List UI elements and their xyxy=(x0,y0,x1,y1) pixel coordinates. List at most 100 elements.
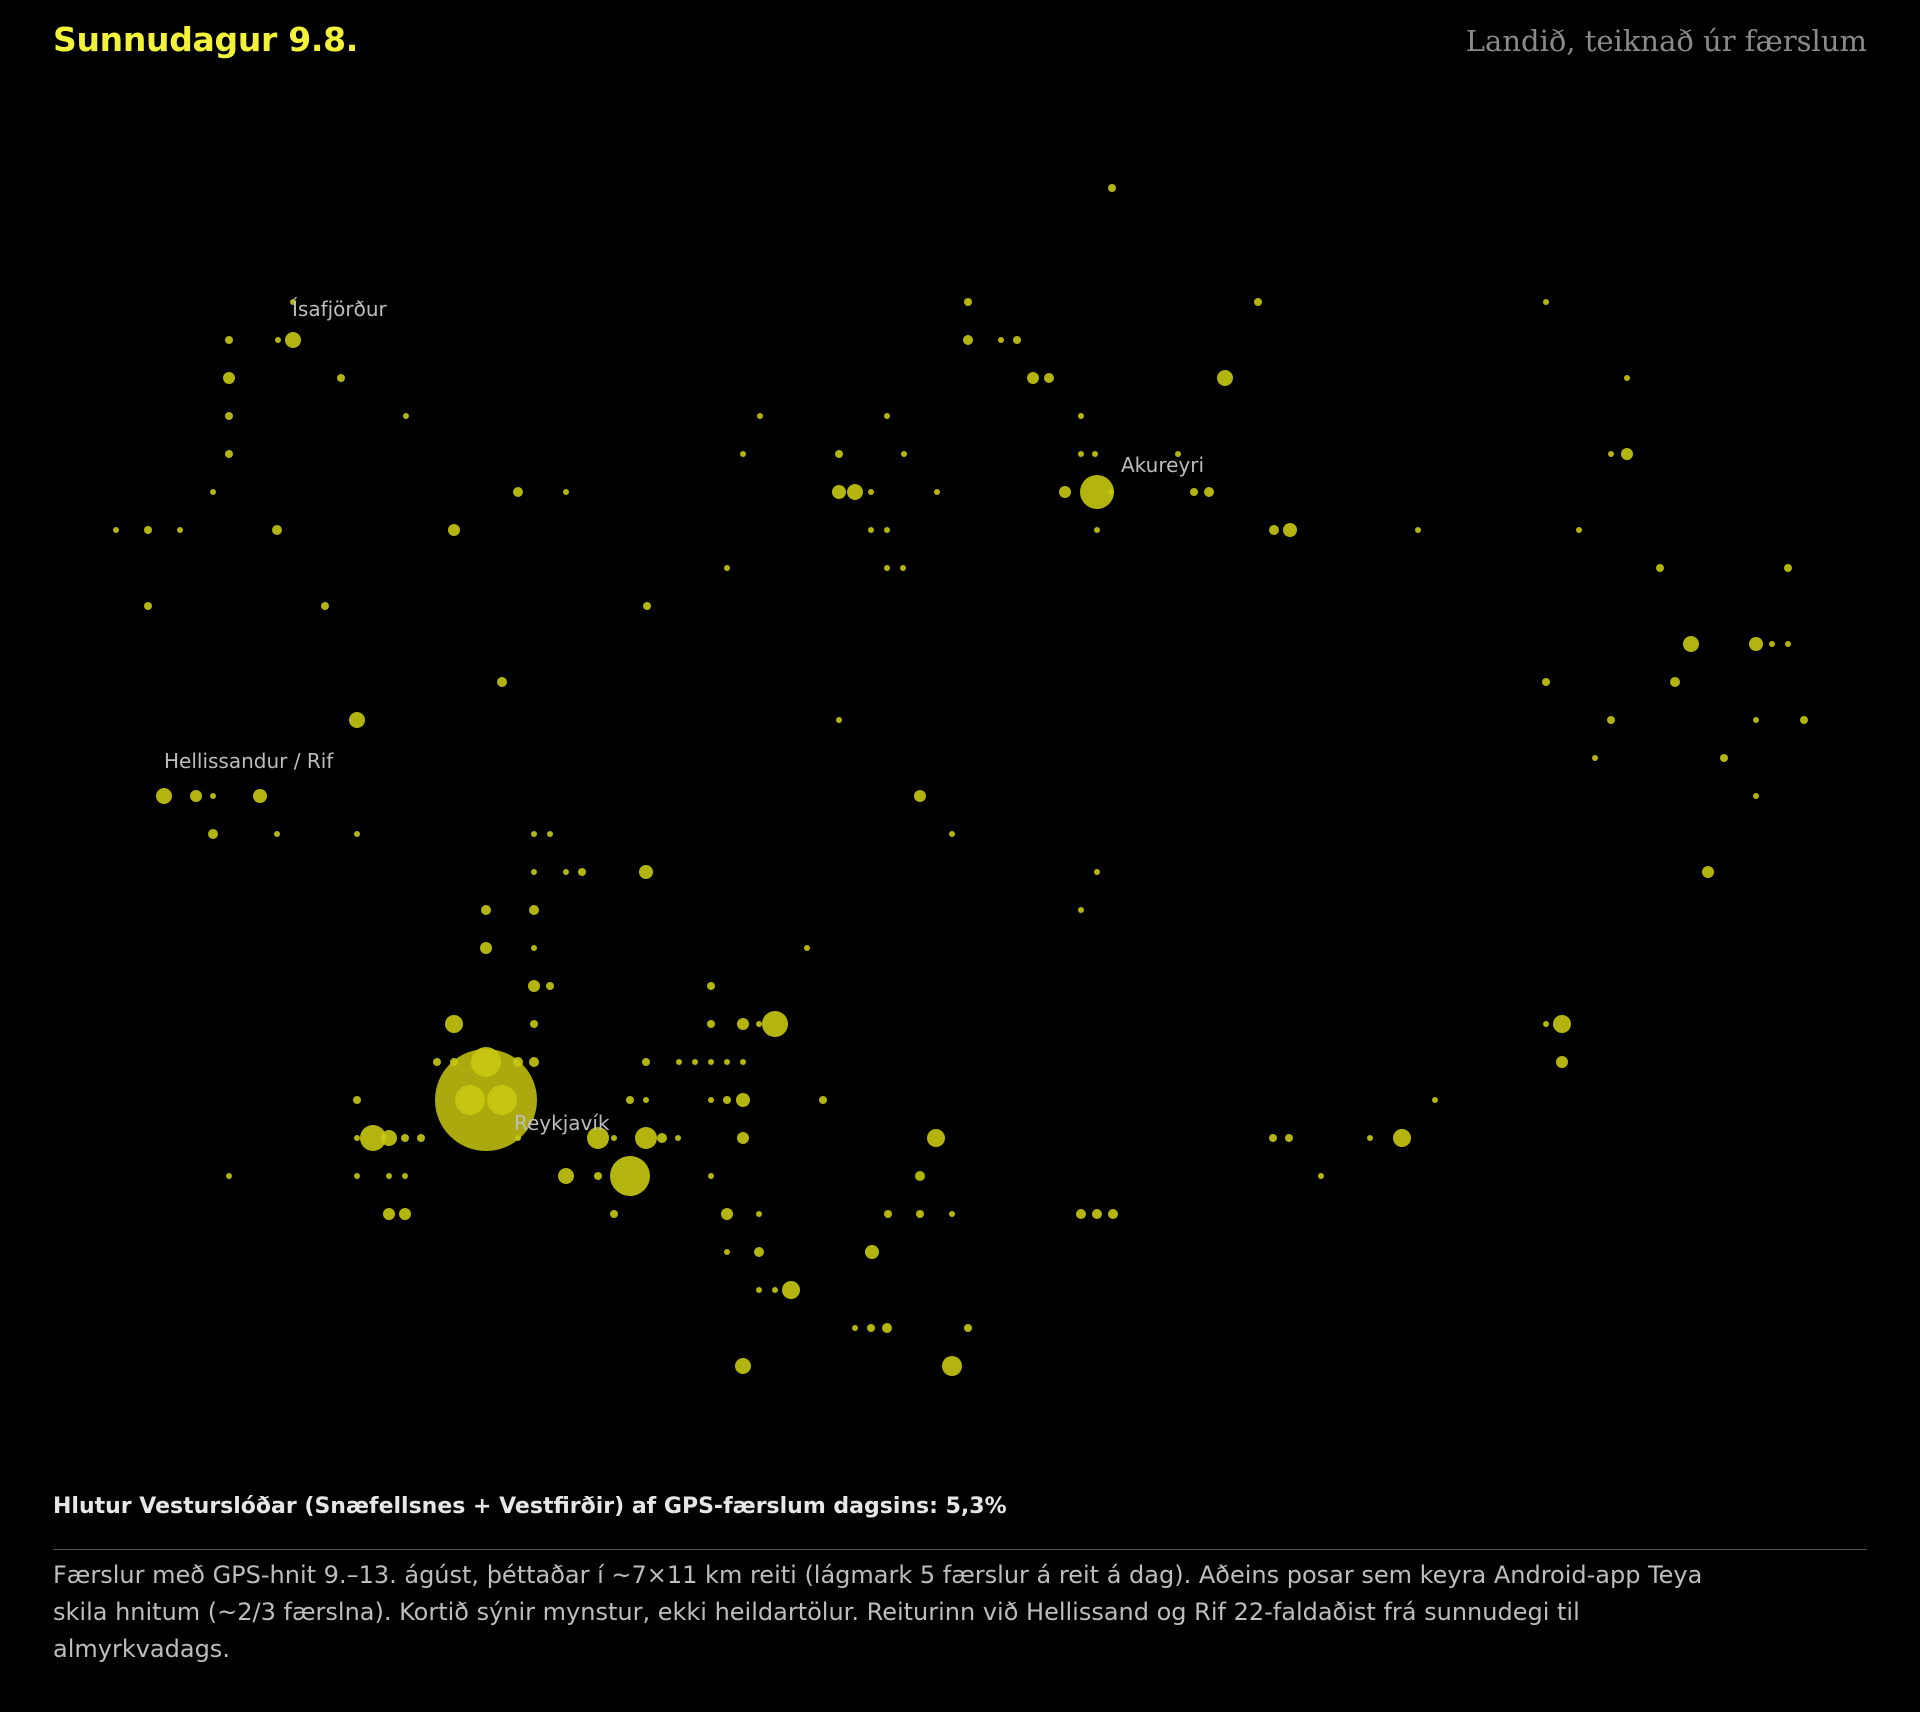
transaction-cell-dot xyxy=(934,489,940,495)
transaction-cell-dot xyxy=(1283,523,1297,537)
transaction-cell-dot xyxy=(1013,336,1021,344)
transaction-cell-dot xyxy=(1800,716,1808,724)
transaction-cell-dot xyxy=(1543,299,1549,305)
transaction-cell-dot xyxy=(1254,298,1262,306)
transaction-density-map: Ísafjörður Akureyri Hellissandur / Rif R… xyxy=(113,184,1808,1376)
transaction-cell-dot xyxy=(884,565,890,571)
transaction-cell-dot xyxy=(563,489,569,495)
transaction-cell-dot xyxy=(1785,641,1791,647)
transaction-cell-dot xyxy=(675,1135,681,1141)
transaction-cell-dot xyxy=(1190,488,1198,496)
transaction-cell-dot xyxy=(529,905,539,915)
transaction-cell-dot xyxy=(274,831,280,837)
transaction-cell-dot xyxy=(865,1245,879,1259)
transaction-cell-dot xyxy=(868,527,874,533)
transaction-cell-dot xyxy=(1769,641,1775,647)
transaction-cell-dot xyxy=(916,1210,924,1218)
transaction-cell-dot xyxy=(610,1156,650,1196)
transaction-cell-dot xyxy=(884,1210,892,1218)
transaction-cell-dot xyxy=(515,1135,521,1141)
transaction-cell-dot xyxy=(772,1287,778,1293)
transaction-cell-dot xyxy=(1367,1135,1373,1141)
transaction-cell-dot xyxy=(448,524,460,536)
transaction-cell-dot xyxy=(708,1173,714,1179)
map-label-akureyri: Akureyri xyxy=(1121,453,1204,477)
transaction-cell-dot xyxy=(692,1059,698,1065)
transaction-cell-dot xyxy=(867,1324,875,1332)
transaction-cell-dot xyxy=(998,337,1004,343)
transaction-cell-dot xyxy=(724,565,730,571)
transaction-cell-dot xyxy=(190,790,202,802)
transaction-cell-dot xyxy=(487,1085,517,1115)
transaction-cell-dot xyxy=(757,413,763,419)
transaction-cell-dot xyxy=(290,299,296,305)
transaction-cell-dot xyxy=(225,450,233,458)
transaction-cell-dot xyxy=(480,942,492,954)
transaction-cell-dot xyxy=(901,451,907,457)
transaction-cell-dot xyxy=(386,1173,392,1179)
transaction-cell-dot xyxy=(177,527,183,533)
transaction-cell-dot xyxy=(497,677,507,687)
transaction-cell-dot xyxy=(724,1059,730,1065)
transaction-cell-dot xyxy=(210,489,216,495)
transaction-cell-dot xyxy=(836,717,842,723)
transaction-cell-dot xyxy=(756,1021,762,1027)
transaction-cell-dot xyxy=(1078,907,1084,913)
transaction-cell-dot xyxy=(558,1168,574,1184)
transaction-cell-dot xyxy=(337,374,345,382)
transaction-cell-dot xyxy=(635,1127,657,1149)
transaction-cell-dot xyxy=(321,602,329,610)
transaction-cell-dot xyxy=(547,831,553,837)
transaction-cell-dot xyxy=(578,868,586,876)
transaction-cell-dot xyxy=(275,337,281,343)
transaction-cell-dot xyxy=(1576,527,1582,533)
map-label-hellissandur: Hellissandur / Rif xyxy=(164,749,334,773)
transaction-cell-dot xyxy=(1027,372,1039,384)
transaction-cell-dot xyxy=(1553,1015,1571,1033)
transaction-cell-dot xyxy=(144,526,152,534)
transaction-cell-dot xyxy=(531,869,537,875)
transaction-cell-dot xyxy=(1078,451,1084,457)
transaction-cell-dot xyxy=(737,1018,749,1030)
westfjords-share-stat: Hlutur Vesturslóðar (Snæfellsnes + Vestf… xyxy=(53,1494,1007,1519)
transaction-cell-dot xyxy=(1076,1209,1086,1219)
transaction-cell-dot xyxy=(1175,451,1181,457)
transaction-cell-dot xyxy=(964,1324,972,1332)
transaction-cell-dot xyxy=(401,1134,409,1142)
transaction-cell-dot xyxy=(1432,1097,1438,1103)
transaction-cell-dot xyxy=(804,945,810,951)
transaction-cell-dot xyxy=(1753,717,1759,723)
transaction-cell-dot xyxy=(643,602,651,610)
transaction-cell-dot xyxy=(639,865,653,879)
transaction-cell-dot xyxy=(1080,475,1114,509)
transaction-cell-dot xyxy=(530,1020,538,1028)
transaction-cell-dot xyxy=(223,372,235,384)
transaction-cell-dot xyxy=(253,789,267,803)
transaction-cell-dot xyxy=(723,1096,731,1104)
transaction-cell-dot xyxy=(226,1173,232,1179)
transaction-cell-dot xyxy=(1556,1056,1568,1068)
transaction-cell-dot xyxy=(353,1096,361,1104)
transaction-cell-dot xyxy=(847,484,863,500)
transaction-cell-dot xyxy=(528,980,540,992)
transaction-cell-dot xyxy=(782,1281,800,1299)
transaction-cell-dot xyxy=(1108,489,1114,495)
transaction-cell-dot xyxy=(1670,677,1680,687)
map-label-reykjavik: Reykjavík xyxy=(514,1111,610,1135)
dot-layer xyxy=(113,184,1808,1376)
transaction-cell-dot xyxy=(942,1356,962,1376)
transaction-cell-dot xyxy=(1318,1173,1324,1179)
transaction-cell-dot xyxy=(381,1130,397,1146)
transaction-cell-dot xyxy=(156,788,172,804)
transaction-cell-dot xyxy=(563,869,569,875)
transaction-cell-dot xyxy=(927,1129,945,1147)
label-layer: Ísafjörður Akureyri Hellissandur / Rif R… xyxy=(164,297,1204,1135)
transaction-cell-dot xyxy=(724,1249,730,1255)
transaction-cell-dot xyxy=(210,793,216,799)
transaction-cell-dot xyxy=(1607,716,1615,724)
transaction-cell-dot xyxy=(144,602,152,610)
transaction-cell-dot xyxy=(914,790,926,802)
transaction-cell-dot xyxy=(1592,755,1598,761)
transaction-cell-dot xyxy=(756,1211,762,1217)
transaction-cell-dot xyxy=(1543,1021,1549,1027)
